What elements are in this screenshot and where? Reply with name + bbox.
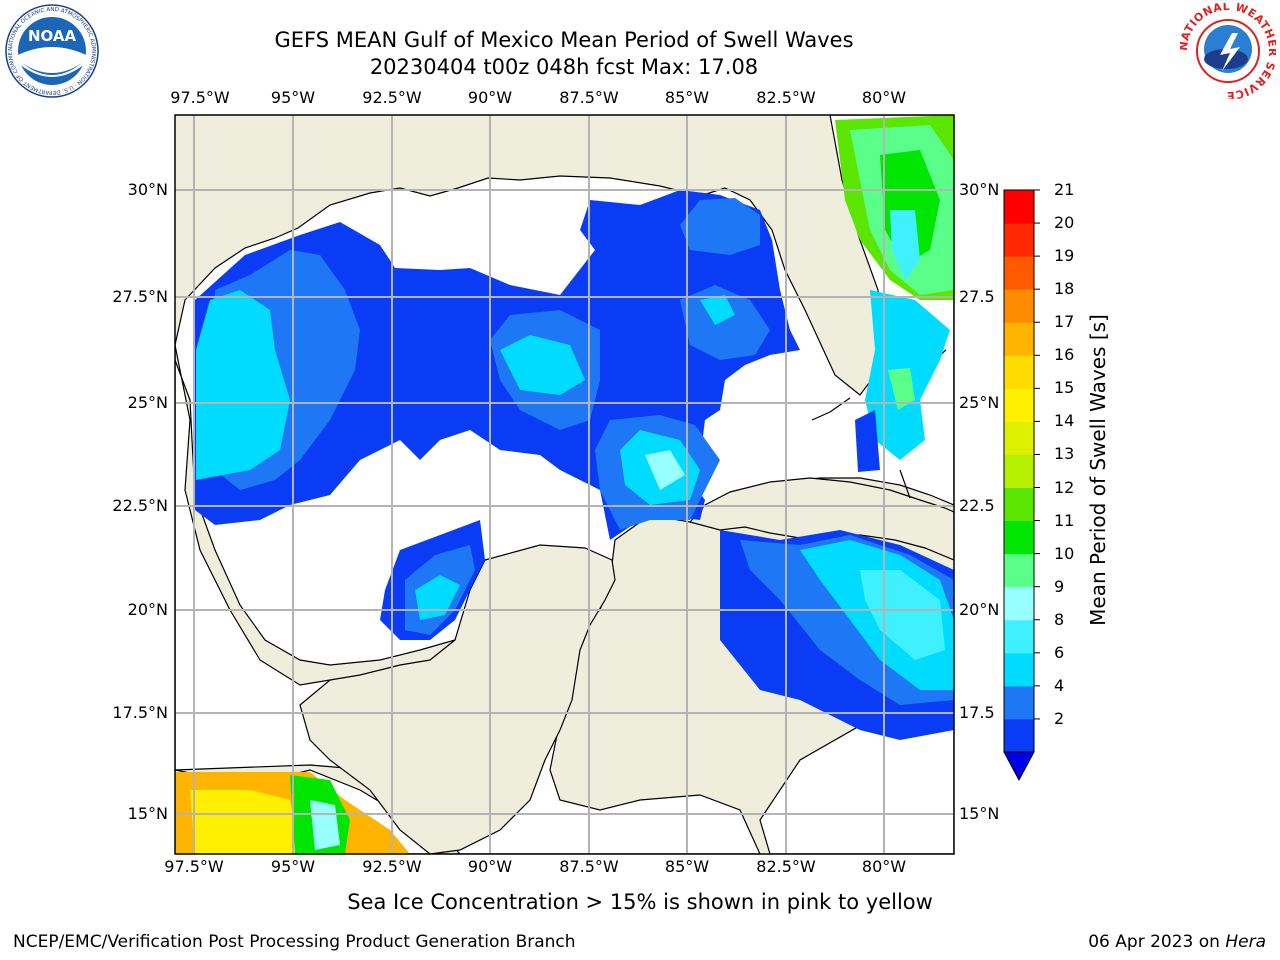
colorbar-tick-label: 2 <box>1054 708 1065 728</box>
bottom-lon-label: 85°W <box>664 857 710 876</box>
producer-credit: NCEP/EMC/Verification Post Processing Pr… <box>13 932 576 952</box>
right-lat-label: 15°N <box>959 804 1000 823</box>
host-name: Hera <box>1225 932 1266 952</box>
colorbar-segment <box>1004 586 1034 621</box>
colorbar-tick-label: 6 <box>1054 642 1065 662</box>
colorbar-segment <box>1004 223 1034 257</box>
top-lon-label: 80°W <box>861 88 907 107</box>
top-lon-label: 92.5°W <box>362 88 422 107</box>
colorbar-tick-label: 12 <box>1054 477 1075 497</box>
swell-blob <box>415 575 460 620</box>
colorbar-segment <box>1004 322 1034 356</box>
bottom-lon-label: 90°W <box>467 857 513 876</box>
left-lat-label: 22.5°N <box>112 496 168 515</box>
lat-lon-gridlines <box>175 115 954 854</box>
map-frame <box>174 114 955 855</box>
swell-blob <box>888 368 915 410</box>
colorbar-label: Mean Period of Swell Waves [s] <box>1086 314 1110 626</box>
colorbar-tick-label: 16 <box>1054 345 1075 365</box>
right-lat-label: 20°N <box>959 600 1000 619</box>
run-date: 06 Apr 2023 on Hera <box>1088 932 1266 952</box>
nws-logo: NATIONAL WEATHER SERVICE <box>1180 3 1276 99</box>
left-lat-label: 15°N <box>127 804 168 823</box>
colorbar-tick-label: 13 <box>1054 444 1075 464</box>
colorbar-segment <box>1004 256 1034 290</box>
bottom-lon-label: 95°W <box>270 857 316 876</box>
chart-subtitle: 20230404 t00z 048h fcst Max: 17.08 <box>369 55 759 79</box>
colorbar-segment <box>1004 388 1034 422</box>
colorbar-segment <box>1004 685 1034 720</box>
colorbar-segment <box>1004 520 1034 555</box>
swell-blob <box>196 290 290 480</box>
left-lat-label: 20°N <box>127 600 168 619</box>
colorbar-segment <box>1004 718 1034 753</box>
colorbar-tick-label: 18 <box>1054 279 1075 299</box>
colorbar-tick-label: 21 <box>1054 180 1075 199</box>
swell-blob <box>680 198 760 255</box>
colorbar-segment <box>1004 454 1034 489</box>
bottom-lon-label: 92.5°W <box>362 857 422 876</box>
colorbar-tick-label: 9 <box>1054 576 1065 596</box>
top-lon-label: 90°W <box>467 88 513 107</box>
swell-blob <box>855 410 880 472</box>
colorbar-tick-label: 15 <box>1054 378 1075 398</box>
top-lon-label: 97.5°W <box>170 88 230 107</box>
bottom-lon-label: 82.5°W <box>756 857 816 876</box>
noaa-logo-text: NOAA <box>28 27 77 45</box>
right-lat-label: 27.5 <box>959 287 995 306</box>
noaa-logo: NOAA NATIONAL OCEANIC AND ATMOSPHERIC AD… <box>4 3 99 98</box>
colorbar-tick-label: 10 <box>1054 543 1075 563</box>
figure-caption: Sea Ice Concentration > 15% is shown in … <box>347 890 933 914</box>
swell-blob <box>860 570 945 660</box>
colorbar-segment <box>1004 355 1034 389</box>
colorbar-segment <box>1004 652 1034 687</box>
colorbar-segment <box>1004 487 1034 522</box>
ice-blob <box>310 800 340 850</box>
cuba-land <box>688 477 954 561</box>
ice-blob <box>190 790 300 854</box>
run-date-text: 06 Apr 2023 on <box>1088 932 1226 952</box>
bottom-lon-label: 87.5°W <box>559 857 619 876</box>
top-lon-label: 87.5°W <box>559 88 619 107</box>
swell-blob <box>645 450 685 490</box>
colorbar-tick-label: 19 <box>1054 246 1075 266</box>
colorbar-under-arrow <box>1003 751 1035 782</box>
right-lat-label: 25°N <box>959 393 1000 412</box>
top-lon-label: 82.5°W <box>756 88 816 107</box>
right-lat-label: 22.5 <box>959 496 995 515</box>
left-lat-label: 27.5°N <box>112 287 168 306</box>
bottom-lon-label: 80°W <box>861 857 907 876</box>
colorbar-tick-label: 4 <box>1054 675 1065 695</box>
colorbar-segment <box>1004 190 1034 224</box>
colorbar-tick-label: 20 <box>1054 213 1075 233</box>
swell-period-field <box>195 115 954 740</box>
colorbar-segment <box>1004 421 1034 455</box>
colorbar-tick-label: 14 <box>1054 411 1075 431</box>
left-lat-label: 30°N <box>127 180 168 199</box>
colorbar-tick-label: 8 <box>1054 609 1065 629</box>
colorbar-segment <box>1004 553 1034 588</box>
bottom-lon-label: 97.5°W <box>164 857 224 876</box>
right-lat-label: 30°N <box>959 180 1000 199</box>
colorbar <box>1003 189 1040 782</box>
top-lon-label: 85°W <box>664 88 710 107</box>
swell-blob <box>500 335 585 395</box>
colorbar-frame <box>1003 189 1035 753</box>
chart-title: GEFS MEAN Gulf of Mexico Mean Period of … <box>274 28 854 52</box>
left-lat-label: 25°N <box>127 393 168 412</box>
swell-blob <box>890 210 920 280</box>
right-lat-label: 17.5 <box>959 703 995 722</box>
colorbar-segment <box>1004 289 1034 323</box>
top-lon-label: 95°W <box>270 88 316 107</box>
colorbar-tick-label: 11 <box>1054 510 1075 530</box>
colorbar-tick-label: 17 <box>1054 312 1075 332</box>
left-lat-label: 17.5°N <box>112 703 168 722</box>
swell-blob <box>700 295 735 325</box>
colorbar-segment <box>1004 619 1034 654</box>
